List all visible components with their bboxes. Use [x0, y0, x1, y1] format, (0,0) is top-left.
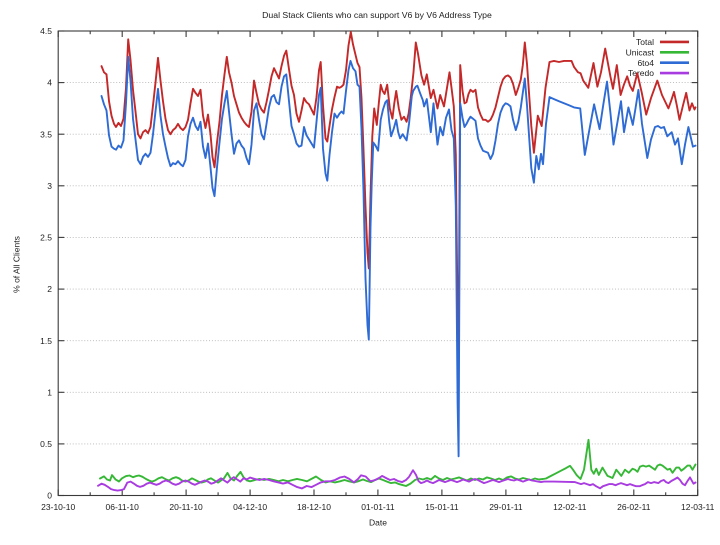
svg-text:Date: Date	[369, 518, 387, 528]
svg-text:29-01-11: 29-01-11	[489, 502, 523, 512]
svg-text:4.5: 4.5	[40, 26, 52, 36]
svg-text:1.5: 1.5	[40, 336, 52, 346]
svg-text:2.5: 2.5	[40, 233, 52, 243]
svg-text:12-03-11: 12-03-11	[681, 502, 715, 512]
svg-text:Dual Stack Clients who can sup: Dual Stack Clients who can support V6 by…	[262, 10, 492, 20]
svg-text:20-11-10: 20-11-10	[169, 502, 203, 512]
svg-text:Teredo: Teredo	[628, 68, 654, 78]
svg-text:1: 1	[47, 387, 52, 397]
svg-text:01-01-11: 01-01-11	[361, 502, 395, 512]
svg-text:3: 3	[47, 181, 52, 191]
svg-text:Unicast: Unicast	[626, 47, 655, 57]
svg-text:3.5: 3.5	[40, 129, 52, 139]
svg-text:2: 2	[47, 284, 52, 294]
svg-text:0: 0	[47, 491, 52, 501]
svg-text:4: 4	[47, 78, 52, 88]
svg-text:% of All Clients: % of All Clients	[12, 236, 22, 293]
svg-text:04-12-10: 04-12-10	[233, 502, 267, 512]
svg-text:6to4: 6to4	[637, 58, 654, 68]
svg-text:Total: Total	[636, 37, 654, 47]
svg-text:15-01-11: 15-01-11	[425, 502, 459, 512]
svg-text:26-02-11: 26-02-11	[617, 502, 651, 512]
svg-text:06-11-10: 06-11-10	[105, 502, 139, 512]
svg-text:0.5: 0.5	[40, 439, 52, 449]
svg-text:23-10-10: 23-10-10	[41, 502, 75, 512]
svg-text:12-02-11: 12-02-11	[553, 502, 587, 512]
svg-text:18-12-10: 18-12-10	[297, 502, 331, 512]
